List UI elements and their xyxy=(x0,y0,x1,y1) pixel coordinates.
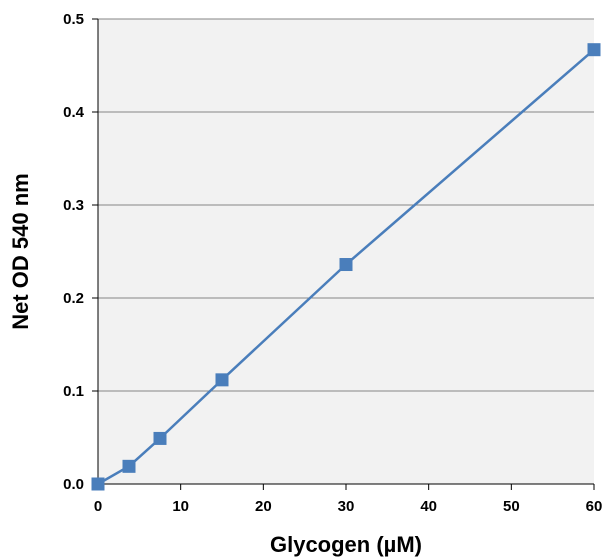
y-tick-label: 0.5 xyxy=(63,11,84,28)
data-point-marker xyxy=(215,373,229,387)
data-point-marker xyxy=(122,459,136,473)
x-tick-label: 50 xyxy=(503,498,520,515)
series-layer xyxy=(91,43,601,491)
y-tick-label: 0.1 xyxy=(63,383,84,400)
y-tick-label: 0.0 xyxy=(63,476,84,493)
x-tick-label: 0 xyxy=(94,498,102,515)
x-tick-label: 10 xyxy=(172,498,189,515)
x-tick-label: 40 xyxy=(420,498,437,515)
x-tick-label: 60 xyxy=(586,498,603,515)
y-tick-label: 0.2 xyxy=(63,290,84,307)
y-axis-title: Net OD 540 nm xyxy=(8,173,33,330)
x-tick-label: 30 xyxy=(338,498,355,515)
gridlines xyxy=(98,18,594,392)
data-point-marker xyxy=(587,43,601,57)
x-axis-title: Glycogen (µM) xyxy=(270,532,422,557)
plot-area xyxy=(98,19,594,484)
axis-ticks: 0.0 0.1 0.2 0.3 0.4 0.5 0 10 20 30 40 50 60 xyxy=(63,11,602,515)
x-tick-label: 20 xyxy=(255,498,272,515)
data-point-marker xyxy=(339,258,353,272)
y-tick-label: 0.4 xyxy=(63,104,85,121)
data-point-marker xyxy=(91,477,105,491)
y-tick-label: 0.3 xyxy=(63,197,84,214)
data-point-marker xyxy=(153,431,167,445)
